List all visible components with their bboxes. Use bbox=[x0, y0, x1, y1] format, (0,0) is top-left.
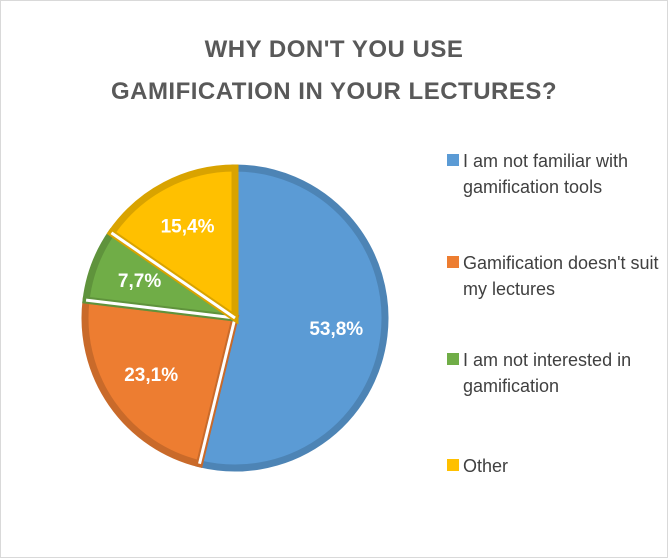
legend-item: I am not familiar with gamification tool… bbox=[447, 148, 662, 200]
data-label: 7,7% bbox=[118, 271, 161, 292]
pie-slice bbox=[106, 164, 239, 325]
legend-item: Other bbox=[447, 453, 662, 479]
data-label: 53,8% bbox=[309, 319, 363, 340]
data-label: 23,1% bbox=[124, 365, 178, 386]
chart-title: GAMIFICATION IN YOUR LECTURES? bbox=[110, 78, 558, 105]
legend-label: I am not interested in gamification bbox=[463, 350, 632, 396]
pie-slice bbox=[81, 296, 240, 468]
pie-slice bbox=[195, 164, 389, 472]
data-label: 15,4% bbox=[161, 217, 215, 238]
legend-swatch bbox=[447, 353, 459, 365]
legend-swatch bbox=[447, 256, 459, 268]
legend-item: I am not interested in gamification bbox=[447, 347, 662, 399]
chart-title: WHY DON'T YOU USE bbox=[204, 36, 464, 63]
legend-swatch bbox=[447, 459, 459, 471]
legend-label: Gamification doesn't suit my lectures bbox=[463, 253, 659, 299]
slice-gap bbox=[198, 317, 237, 465]
legend-swatch bbox=[447, 154, 459, 166]
legend-item: Gamification doesn't suit my lectures bbox=[447, 250, 662, 302]
legend-label: Other bbox=[463, 456, 509, 476]
slice-gap bbox=[85, 298, 236, 320]
legend-label: I am not familiar with gamification tool… bbox=[463, 151, 629, 197]
slice-gap bbox=[110, 231, 236, 320]
